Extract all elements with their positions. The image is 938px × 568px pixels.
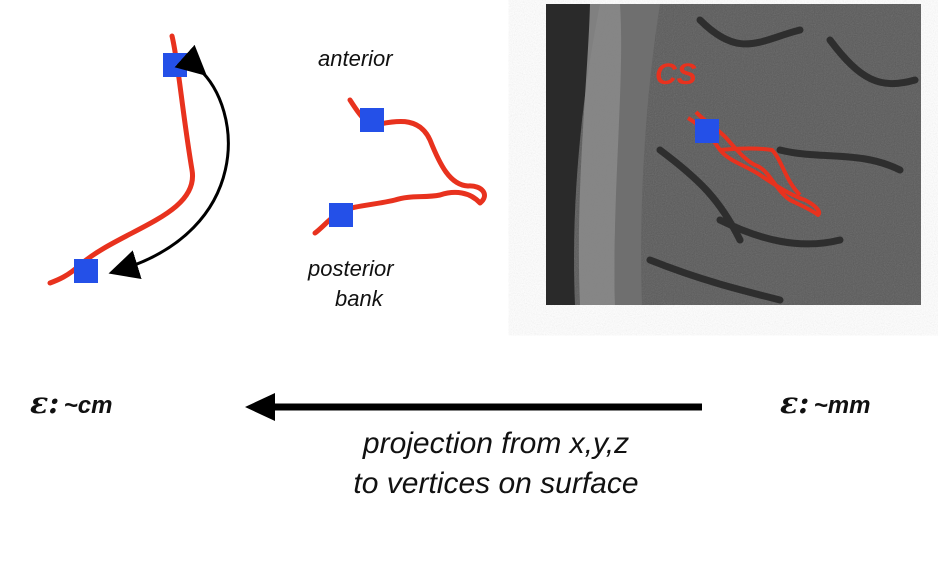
projection-caption: projection from x,y,z to vertices on sur… — [286, 424, 706, 504]
projection-arrow — [245, 393, 702, 421]
anterior-marker — [360, 108, 384, 132]
left-top-marker — [163, 53, 187, 77]
anterior-label: anterior — [318, 46, 393, 71]
cs-label: CS — [655, 58, 697, 91]
left-error-value: ~cm — [63, 392, 113, 419]
right-epsilon-symbol: ε: — [780, 386, 810, 421]
posterior-marker — [329, 203, 353, 227]
right-error-label: ε: ~mm — [780, 386, 870, 421]
bank-label: bank — [335, 286, 383, 311]
caption-line-1: projection from x,y,z — [362, 427, 630, 460]
left-error-label: ε: ~cm — [30, 386, 112, 421]
caption-line-2: to vertices on surface — [353, 467, 639, 500]
left-bottom-marker — [74, 259, 98, 283]
right-error-value: ~mm — [813, 392, 871, 419]
mri-panel — [546, 4, 921, 305]
left-epsilon-symbol: ε: — [30, 386, 60, 421]
left-sulcus-panel — [47, 33, 230, 286]
middle-sulcus-curve — [312, 97, 487, 236]
cs-marker — [695, 119, 719, 143]
posterior-label: posterior — [308, 256, 394, 281]
middle-sulcus-panel — [312, 97, 487, 236]
left-distance-arc — [108, 44, 230, 280]
